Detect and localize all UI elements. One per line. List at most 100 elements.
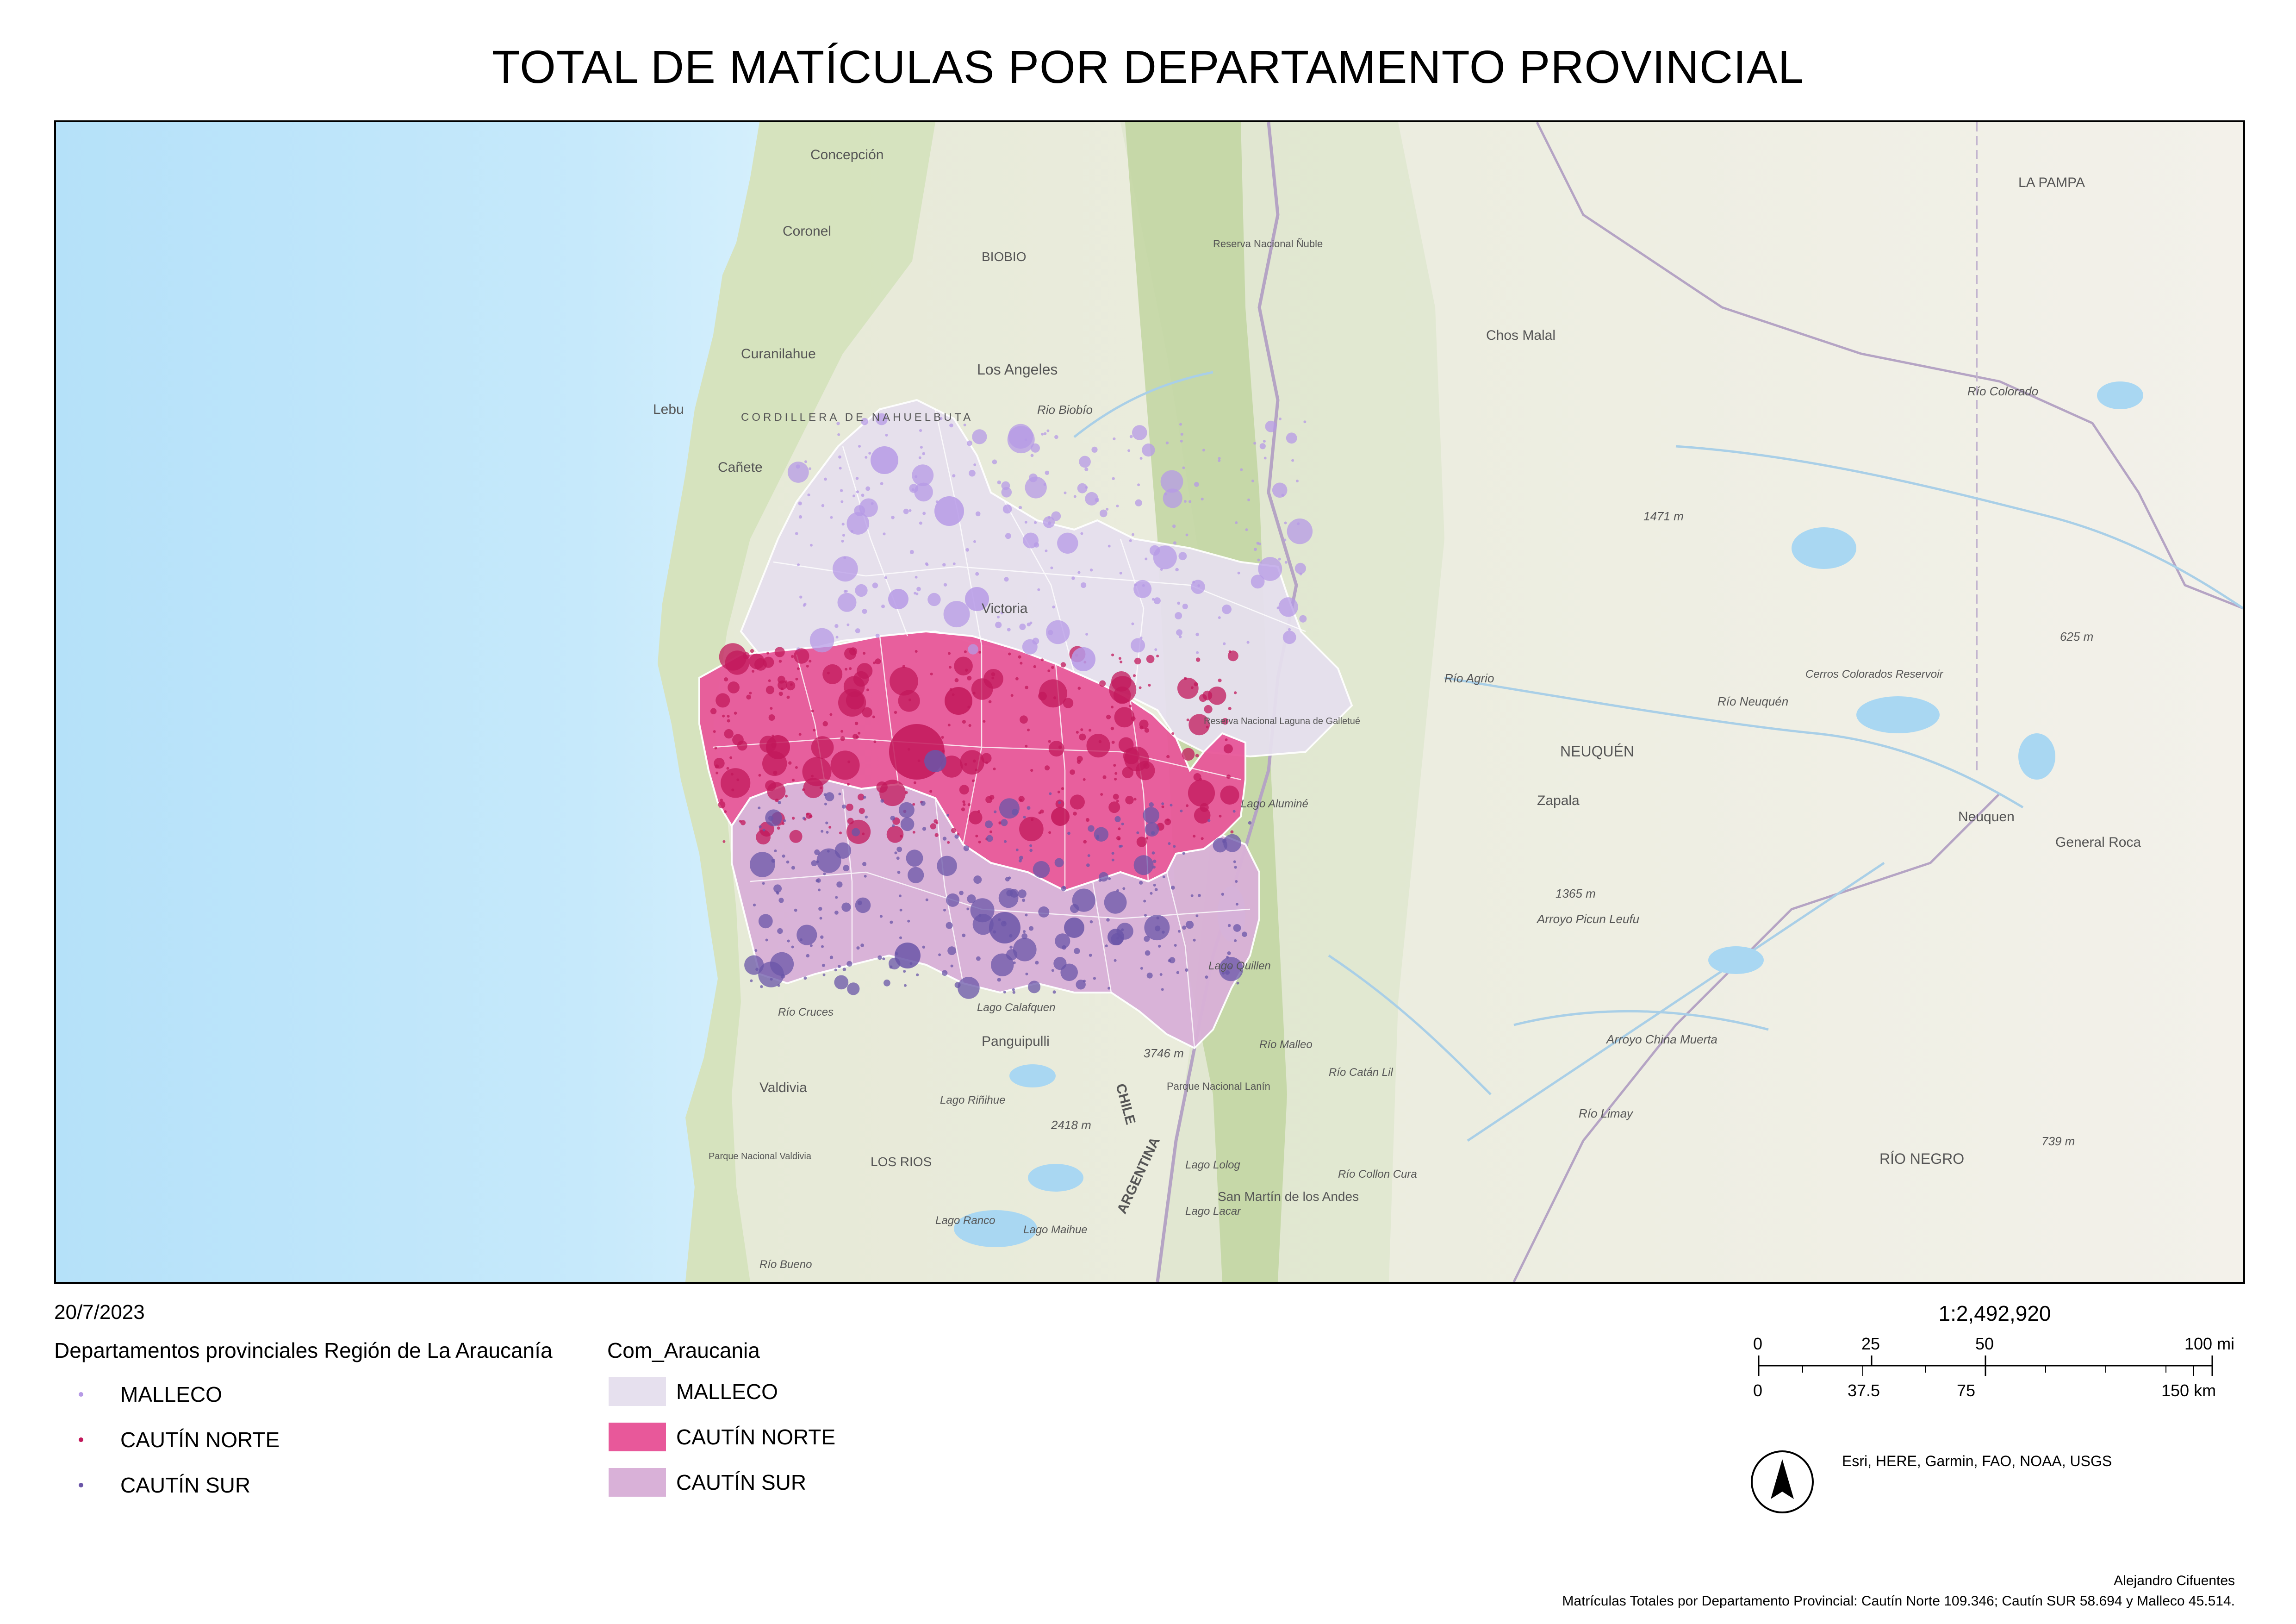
enrollment-point [1106, 508, 1109, 511]
enrollment-point [721, 768, 751, 798]
enrollment-point [1100, 793, 1103, 796]
enrollment-point [722, 714, 725, 718]
enrollment-point [1089, 568, 1093, 572]
enrollment-point [858, 793, 865, 800]
enrollment-point [912, 803, 915, 806]
legend-swatch-cautin-sur [609, 1468, 666, 1497]
enrollment-point [1058, 801, 1061, 804]
label-san-martin: San Martín de los Andes [1218, 1189, 1359, 1204]
enrollment-point [841, 902, 851, 912]
enrollment-point [1064, 491, 1067, 494]
enrollment-point [858, 731, 861, 735]
label-alt-3746: 3746 m [1144, 1046, 1184, 1060]
enrollment-point [849, 647, 858, 656]
enrollment-point [771, 859, 776, 863]
polygon-malleco[interactable] [740, 399, 1353, 758]
enrollment-point [1018, 889, 1027, 899]
enrollment-point [1049, 792, 1052, 795]
enrollment-point [1253, 442, 1257, 445]
enrollment-point [770, 952, 794, 976]
map-canvas[interactable]: Concepción Coronel BIOBIO Reserva Nacion… [56, 122, 2243, 1282]
enrollment-point [1245, 528, 1248, 531]
enrollment-point [954, 982, 961, 988]
enrollment-point [830, 516, 833, 519]
enrollment-point [868, 452, 871, 455]
enrollment-point [1251, 575, 1265, 589]
legend-point-label: CAUTÍN SUR [120, 1473, 251, 1497]
label-canete: Cañete [718, 460, 763, 475]
enrollment-point [871, 446, 898, 474]
enrollment-point [975, 511, 981, 517]
enrollment-point [854, 721, 859, 725]
enrollment-point [1063, 698, 1074, 708]
enrollment-point [1041, 432, 1044, 436]
enrollment-point [1139, 457, 1143, 460]
enrollment-point [1102, 775, 1107, 779]
enrollment-point [1153, 597, 1161, 605]
enrollment-point [906, 849, 923, 867]
label-rio-colorado: Río Colorado [1967, 384, 2038, 398]
enrollment-point [940, 417, 943, 420]
enrollment-point [1047, 521, 1052, 525]
enrollment-point [1135, 761, 1155, 781]
enrollment-point [798, 501, 802, 506]
enrollment-point [943, 601, 970, 628]
enrollment-point [1077, 571, 1081, 574]
enrollment-point [1278, 557, 1281, 561]
enrollment-point [904, 984, 907, 987]
enrollment-point [1259, 443, 1266, 450]
label-lago-lacar: Lago Lacar [1185, 1205, 1241, 1218]
enrollment-point [777, 984, 780, 987]
enrollment-point [834, 975, 849, 990]
enrollment-point [1263, 440, 1266, 443]
enrollment-point [861, 418, 868, 425]
enrollment-point [1013, 937, 1037, 962]
enrollment-point [1052, 606, 1055, 609]
enrollment-point [1246, 641, 1250, 644]
enrollment-point [930, 672, 933, 675]
enrollment-point [1085, 492, 1099, 506]
enrollment-point [802, 817, 806, 820]
enrollment-point [759, 825, 762, 829]
label-rio-catan-lil: Río Catán Lil [1329, 1066, 1393, 1079]
enrollment-point [1265, 420, 1277, 432]
enrollment-point [765, 686, 774, 694]
enrollment-point [821, 963, 825, 967]
map-frame[interactable]: Concepción Coronel BIOBIO Reserva Nacion… [54, 120, 2245, 1284]
enrollment-point [857, 663, 873, 679]
enrollment-point [930, 823, 936, 830]
enrollment-point [1108, 801, 1120, 813]
enrollment-points[interactable] [710, 413, 1313, 999]
enrollment-point [731, 788, 734, 792]
enrollment-point [1230, 830, 1234, 834]
enrollment-point [949, 423, 953, 428]
enrollment-point [1033, 542, 1039, 548]
enrollment-point [1019, 799, 1022, 802]
enrollment-point [777, 826, 780, 830]
enrollment-point [1156, 655, 1159, 658]
enrollment-point [1030, 769, 1033, 772]
enrollment-point [997, 480, 1001, 485]
enrollment-point [1220, 785, 1239, 805]
label-rio-negro: RÍO NEGRO [1879, 1150, 1964, 1167]
enrollment-point [809, 944, 813, 947]
enrollment-point [795, 532, 798, 535]
enrollment-point [914, 592, 917, 595]
enrollment-point [1008, 424, 1033, 449]
enrollment-point [787, 939, 790, 943]
enrollment-point [1025, 686, 1028, 689]
enrollment-point [1032, 637, 1039, 645]
enrollment-point [1144, 936, 1150, 942]
enrollment-point [1085, 818, 1089, 822]
enrollment-point [1086, 863, 1090, 867]
enrollment-point [840, 489, 843, 492]
enrollment-point [898, 894, 902, 898]
enrollment-point [768, 679, 771, 682]
enrollment-point [959, 785, 969, 795]
enrollment-point [1150, 892, 1153, 895]
scale-km-0: 0 [1753, 1381, 1762, 1400]
label-lago-rinihue: Lago Riñihue [940, 1094, 1005, 1106]
enrollment-point [1165, 441, 1169, 444]
enrollment-point [1051, 969, 1054, 972]
enrollment-point [852, 828, 860, 837]
